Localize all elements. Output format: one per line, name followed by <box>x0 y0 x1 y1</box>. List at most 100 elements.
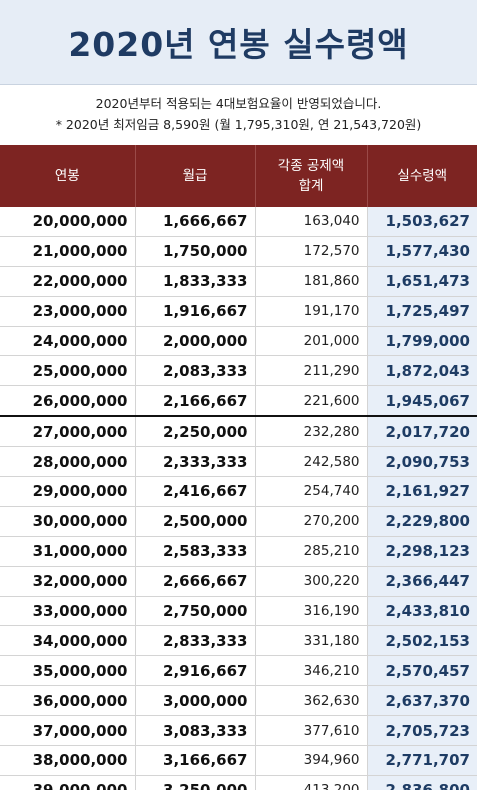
cell-net-pay: 2,366,447 <box>367 566 477 597</box>
cell-monthly-salary: 3,166,667 <box>135 745 256 776</box>
cell-monthly-salary: 1,666,667 <box>135 207 256 237</box>
cell-annual-salary: 36,000,000 <box>0 685 136 717</box>
cell-total-deductions: 181,860 <box>255 266 368 297</box>
cell-net-pay: 1,725,497 <box>367 296 477 327</box>
table-row: 35,000,000 2,916,667 346,210 2,570,457 <box>0 655 477 687</box>
cell-total-deductions: 211,290 <box>255 355 368 387</box>
cell-total-deductions: 413,200 <box>255 775 368 790</box>
cell-net-pay: 1,872,043 <box>367 355 477 387</box>
table-row: 29,000,000 2,416,667 254,740 2,161,927 <box>0 476 477 507</box>
cell-annual-salary: 23,000,000 <box>0 296 136 327</box>
cell-total-deductions: 242,580 <box>255 446 368 478</box>
cell-net-pay: 2,298,123 <box>367 536 477 567</box>
notes: 2020년부터 적용되는 4대보험요율이 반영되었습니다. * 2020년 최저… <box>0 85 477 145</box>
cell-net-pay: 1,799,000 <box>367 326 477 357</box>
cell-total-deductions: 362,630 <box>255 685 368 717</box>
cell-monthly-salary: 2,750,000 <box>135 596 256 627</box>
table-row: 22,000,000 1,833,333 181,860 1,651,473 <box>0 266 477 297</box>
cell-net-pay: 2,433,810 <box>367 596 477 627</box>
cell-total-deductions: 316,190 <box>255 596 368 627</box>
cell-annual-salary: 26,000,000 <box>0 385 136 418</box>
cell-total-deductions: 163,040 <box>255 207 368 237</box>
cell-monthly-salary: 2,333,333 <box>135 446 256 478</box>
cell-total-deductions: 270,200 <box>255 506 368 537</box>
salary-table: 연봉 월급 각종 공제액 합계 실수령액 20,000,000 1,666,667 1… <box>0 145 477 790</box>
cell-total-deductions: 232,280 <box>255 416 368 448</box>
header-monthly-salary: 월급 <box>135 145 256 207</box>
cell-monthly-salary: 2,416,667 <box>135 476 256 507</box>
cell-total-deductions: 300,220 <box>255 566 368 597</box>
cell-net-pay: 1,503,627 <box>367 207 477 237</box>
table-row: 34,000,000 2,833,333 331,180 2,502,153 <box>0 625 477 657</box>
table-row: 30,000,000 2,500,000 270,200 2,229,800 <box>0 506 477 537</box>
cell-total-deductions: 346,210 <box>255 655 368 687</box>
cell-total-deductions: 254,740 <box>255 476 368 507</box>
cell-monthly-salary: 2,833,333 <box>135 625 256 657</box>
cell-net-pay: 2,836,800 <box>367 775 477 790</box>
cell-annual-salary: 38,000,000 <box>0 745 136 776</box>
cell-total-deductions: 285,210 <box>255 536 368 567</box>
cell-annual-salary: 24,000,000 <box>0 326 136 357</box>
cell-annual-salary: 20,000,000 <box>0 207 136 237</box>
table-row: 28,000,000 2,333,333 242,580 2,090,753 <box>0 446 477 478</box>
cell-annual-salary: 31,000,000 <box>0 536 136 567</box>
cell-net-pay: 2,570,457 <box>367 655 477 687</box>
cell-total-deductions: 191,170 <box>255 296 368 327</box>
cell-monthly-salary: 2,583,333 <box>135 536 256 567</box>
table-row: 32,000,000 2,666,667 300,220 2,366,447 <box>0 566 477 597</box>
cell-annual-salary: 22,000,000 <box>0 266 136 297</box>
table-body: 20,000,000 1,666,667 163,040 1,503,627 21,00… <box>0 207 477 790</box>
cell-monthly-salary: 2,500,000 <box>135 506 256 537</box>
cell-net-pay: 2,771,707 <box>367 745 477 776</box>
cell-annual-salary: 32,000,000 <box>0 566 136 597</box>
table-row: 21,000,000 1,750,000 172,570 1,577,430 <box>0 236 477 267</box>
table-row: 23,000,000 1,916,667 191,170 1,725,497 <box>0 296 477 327</box>
cell-net-pay: 2,637,370 <box>367 685 477 717</box>
cell-monthly-salary: 2,166,667 <box>135 385 256 418</box>
cell-net-pay: 2,705,723 <box>367 715 477 747</box>
cell-total-deductions: 331,180 <box>255 625 368 657</box>
cell-annual-salary: 35,000,000 <box>0 655 136 687</box>
cell-monthly-salary: 3,083,333 <box>135 715 256 747</box>
cell-annual-salary: 37,000,000 <box>0 715 136 747</box>
header-annual-salary: 연봉 <box>0 145 136 207</box>
note-insurance-rates: 2020년부터 적용되는 4대보험요율이 반영되었습니다. <box>95 96 382 111</box>
cell-net-pay: 2,502,153 <box>367 625 477 657</box>
cell-total-deductions: 394,960 <box>255 745 368 776</box>
cell-total-deductions: 172,570 <box>255 236 368 267</box>
cell-monthly-salary: 2,666,667 <box>135 566 256 597</box>
table-row: 31,000,000 2,583,333 285,210 2,298,123 <box>0 536 477 567</box>
table-row: 27,000,000 2,250,000 232,280 2,017,720 <box>0 416 477 448</box>
cell-annual-salary: 28,000,000 <box>0 446 136 478</box>
table-row: 25,000,000 2,083,333 211,290 1,872,043 <box>0 355 477 387</box>
cell-net-pay: 1,651,473 <box>367 266 477 297</box>
cell-annual-salary: 25,000,000 <box>0 355 136 387</box>
cell-monthly-salary: 1,833,333 <box>135 266 256 297</box>
cell-net-pay: 2,090,753 <box>367 446 477 478</box>
cell-net-pay: 2,161,927 <box>367 476 477 507</box>
cell-monthly-salary: 2,250,000 <box>135 416 256 448</box>
cell-annual-salary: 30,000,000 <box>0 506 136 537</box>
cell-monthly-salary: 1,916,667 <box>135 296 256 327</box>
cell-annual-salary: 34,000,000 <box>0 625 136 657</box>
cell-annual-salary: 33,000,000 <box>0 596 136 627</box>
cell-annual-salary: 39,000,000 <box>0 775 136 790</box>
cell-total-deductions: 221,600 <box>255 385 368 418</box>
table-row: 26,000,000 2,166,667 221,600 1,945,067 <box>0 385 477 418</box>
cell-annual-salary: 27,000,000 <box>0 416 136 448</box>
header-net-pay: 실수령액 <box>367 145 477 207</box>
page-title: 2020년 연봉 실수령액 <box>68 25 409 64</box>
cell-net-pay: 1,577,430 <box>367 236 477 267</box>
table-row: 24,000,000 2,000,000 201,000 1,799,000 <box>0 326 477 357</box>
cell-annual-salary: 21,000,000 <box>0 236 136 267</box>
header-total-deductions: 각종 공제액 합계 <box>255 145 368 207</box>
cell-total-deductions: 201,000 <box>255 326 368 357</box>
cell-monthly-salary: 2,916,667 <box>135 655 256 687</box>
cell-net-pay: 1,945,067 <box>367 385 477 418</box>
table-row: 37,000,000 3,083,333 377,610 2,705,723 <box>0 715 477 747</box>
table-row: 36,000,000 3,000,000 362,630 2,637,370 <box>0 685 477 717</box>
cell-annual-salary: 29,000,000 <box>0 476 136 507</box>
cell-monthly-salary: 3,250,000 <box>135 775 256 790</box>
